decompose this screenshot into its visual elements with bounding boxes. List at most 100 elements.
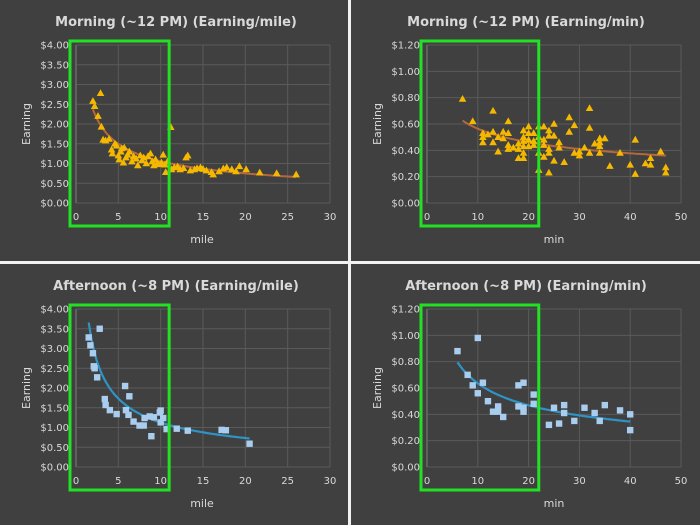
y-tick-label: $1.00 — [391, 67, 420, 78]
y-tick-label: $1.00 — [391, 331, 420, 342]
data-point — [160, 414, 167, 422]
data-point — [146, 413, 153, 420]
data-point — [504, 129, 513, 137]
data-point — [464, 371, 471, 379]
data-point — [469, 382, 476, 389]
data-point — [132, 154, 140, 162]
chart-morning-mile: Morning (~12 PM) (Earning/mile) mile Ear… — [0, 0, 348, 261]
y-axis-label: Earning — [20, 103, 33, 145]
y-tick-label: $3.50 — [40, 324, 69, 335]
data-point — [504, 141, 513, 148]
y-tick-label: $0.60 — [391, 120, 420, 131]
data-point — [93, 374, 101, 381]
data-point — [163, 425, 170, 433]
data-point — [519, 148, 528, 156]
trendline — [456, 361, 631, 423]
data-point — [560, 158, 568, 165]
data-point — [545, 145, 553, 152]
data-point — [468, 117, 477, 125]
data-point — [157, 419, 164, 426]
data-point — [545, 126, 553, 134]
data-point — [520, 379, 527, 386]
data-point — [140, 422, 147, 429]
data-point — [484, 130, 492, 138]
y-tick-label: $0.40 — [391, 410, 420, 421]
data-point — [500, 413, 507, 421]
y-tick-label: $0.50 — [40, 179, 69, 190]
data-point — [85, 334, 92, 341]
x-tick-label: 10 — [154, 476, 167, 487]
data-point — [646, 160, 655, 168]
data-point — [96, 89, 105, 96]
data-point — [157, 407, 164, 414]
data-point — [575, 151, 584, 159]
data-point — [494, 133, 502, 140]
chart-afternoon-mile: Afternoon (~8 PM) (Earning/mile) mile Ea… — [0, 264, 348, 525]
data-point — [125, 411, 132, 419]
x-tick-label: 25 — [281, 476, 294, 487]
data-point — [595, 138, 604, 146]
data-point — [540, 135, 548, 143]
data-point — [232, 167, 240, 175]
data-point — [540, 122, 548, 130]
x-tick-label: 5 — [115, 212, 121, 223]
highlight-box — [68, 303, 171, 492]
data-point — [479, 379, 487, 386]
x-tick-label: 20 — [239, 476, 252, 487]
data-point — [627, 411, 634, 418]
y-tick-label: $1.20 — [391, 305, 420, 316]
data-point — [515, 403, 522, 410]
data-point — [661, 168, 670, 176]
x-axis-label: mile — [190, 233, 214, 246]
chart-title: Afternoon (~8 PM) (Earning/mile) — [53, 279, 299, 294]
data-point — [489, 408, 497, 415]
data-point — [90, 102, 99, 110]
data-point — [120, 143, 129, 151]
x-tick-label: 30 — [324, 476, 337, 487]
data-point — [560, 409, 568, 417]
data-point — [159, 150, 168, 158]
x-tick-label: 20 — [522, 476, 535, 487]
data-point — [105, 135, 113, 142]
x-tick-label: 40 — [624, 212, 637, 223]
data-point — [504, 117, 513, 125]
data-point — [596, 417, 603, 425]
data-point — [484, 397, 492, 405]
data-point — [107, 145, 116, 153]
data-point — [514, 145, 523, 152]
highlight-box — [419, 39, 541, 228]
data-point — [555, 143, 563, 151]
data-point — [494, 403, 502, 410]
x-tick-label: 5 — [115, 476, 121, 487]
data-point — [524, 135, 533, 143]
data-point — [519, 142, 528, 150]
x-tick-label: 20 — [522, 212, 535, 223]
data-point — [499, 134, 507, 142]
data-point — [550, 120, 558, 127]
data-point — [173, 425, 180, 432]
y-tick-label: $0.00 — [391, 463, 420, 474]
data-point — [601, 401, 608, 409]
chart-afternoon-mile-svg: Afternoon (~8 PM) (Earning/mile) mile Ea… — [20, 279, 337, 510]
data-point — [616, 407, 624, 414]
data-point — [570, 121, 579, 129]
y-axis-label: Earning — [371, 103, 384, 145]
y-tick-label: $0.80 — [391, 93, 420, 104]
x-axis-label: mile — [190, 497, 214, 510]
data-point — [515, 382, 522, 389]
data-point — [125, 147, 134, 155]
x-tick-label: 10 — [471, 476, 484, 487]
y-tick-label: $0.00 — [40, 199, 69, 210]
x-tick-label: 0 — [424, 212, 430, 223]
data-point — [479, 138, 487, 146]
data-point — [218, 426, 225, 434]
x-tick-label: 50 — [675, 476, 688, 487]
data-point — [519, 154, 528, 162]
chart-afternoon-min: Afternoon (~8 PM) (Earning/min) min Earn… — [351, 264, 700, 525]
data-point — [519, 126, 528, 134]
data-point — [91, 365, 98, 372]
highlight-box — [68, 39, 171, 228]
y-tick-label: $0.80 — [391, 357, 420, 368]
data-point — [142, 159, 151, 167]
data-point — [520, 408, 527, 415]
